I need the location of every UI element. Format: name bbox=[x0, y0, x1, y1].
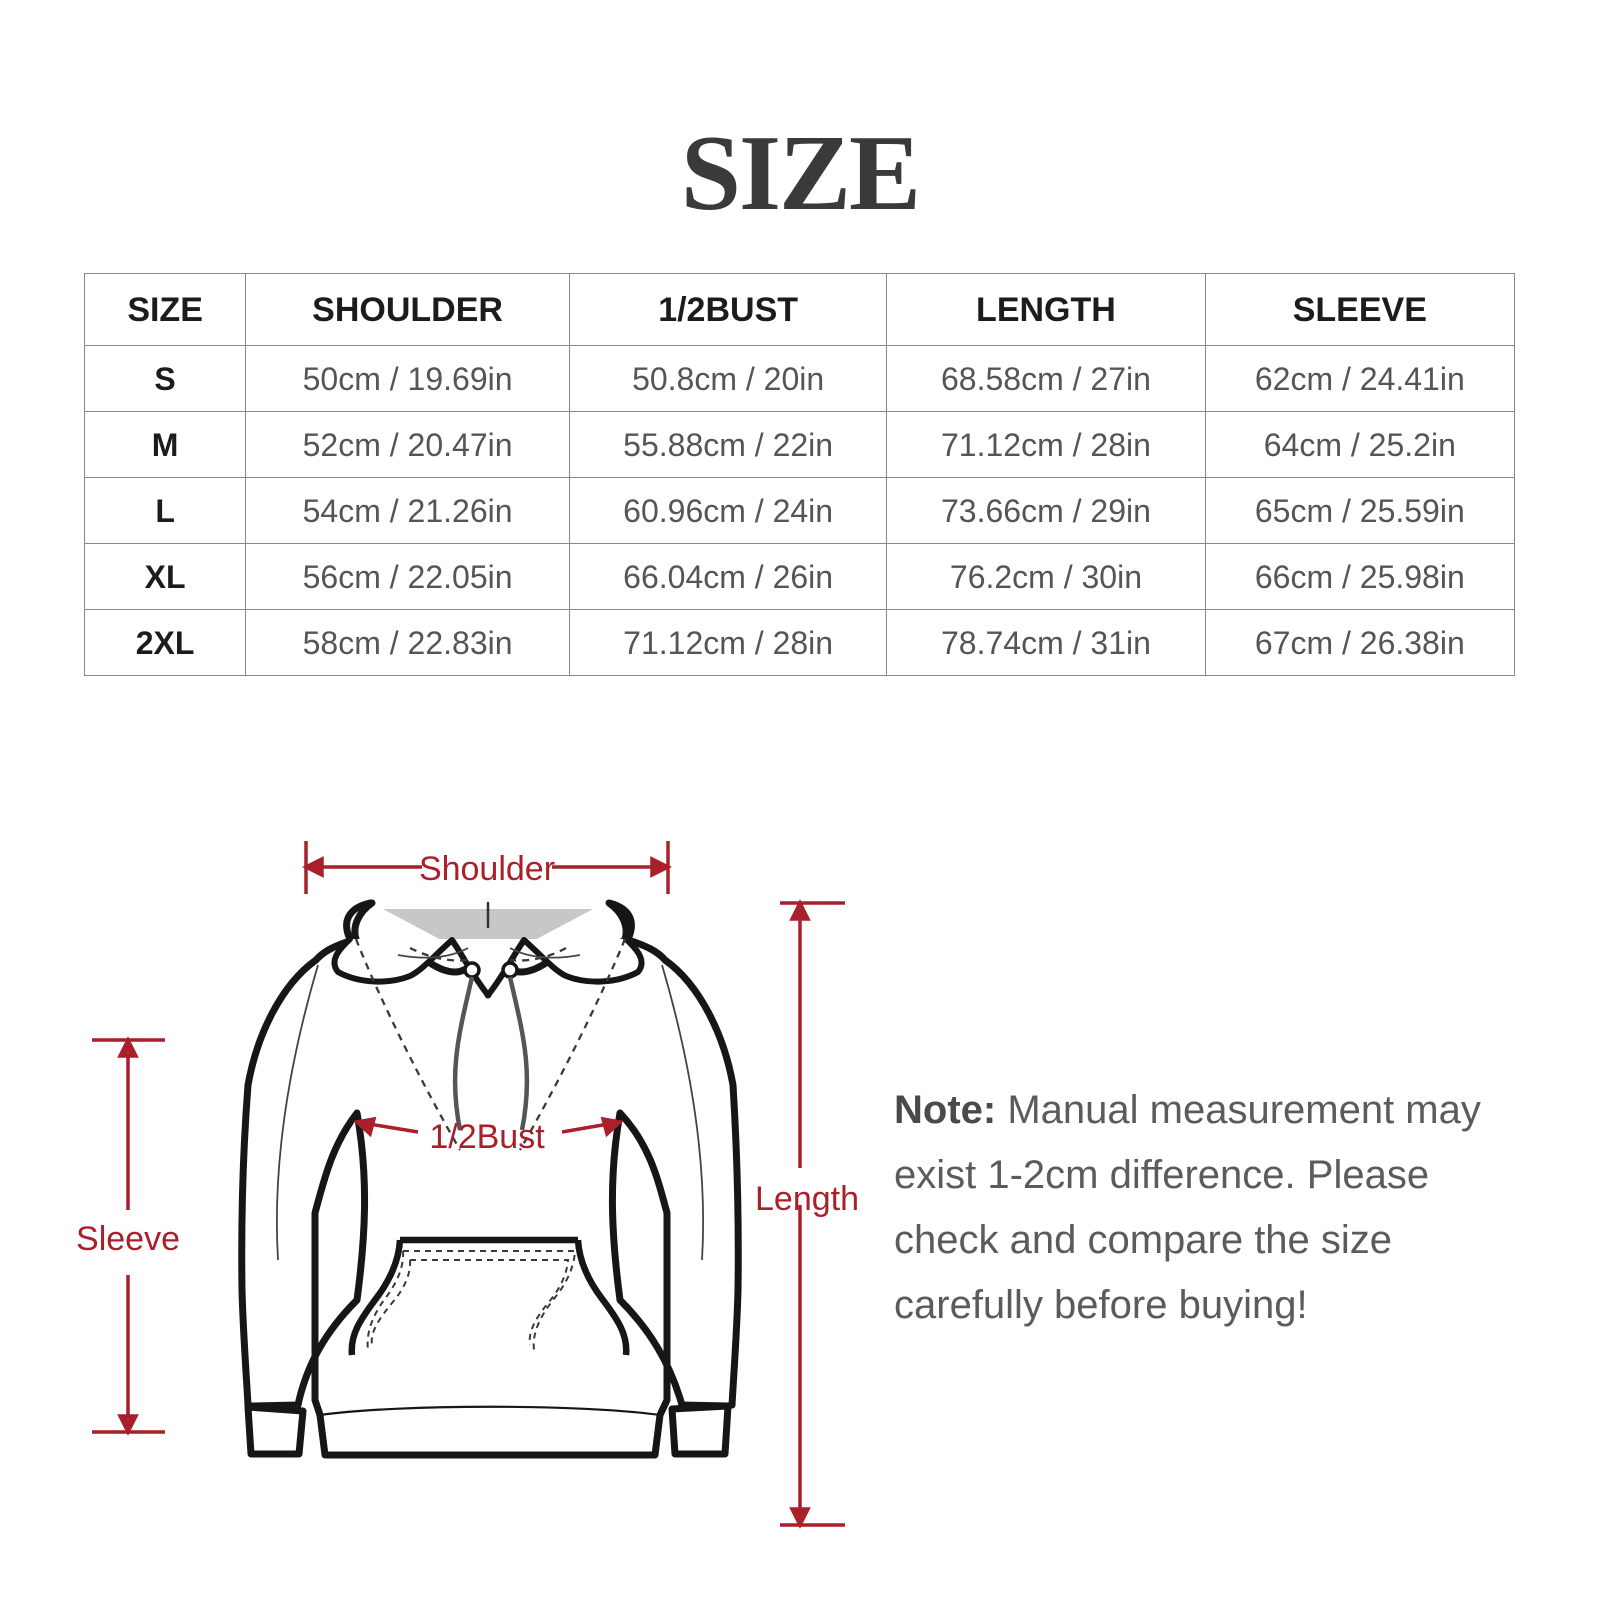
svg-text:1/2Bust: 1/2Bust bbox=[429, 1118, 545, 1156]
svg-text:Shoulder: Shoulder bbox=[419, 850, 555, 888]
svg-text:Sleeve: Sleeve bbox=[76, 1220, 180, 1258]
svg-text:Length: Length bbox=[755, 1180, 859, 1218]
